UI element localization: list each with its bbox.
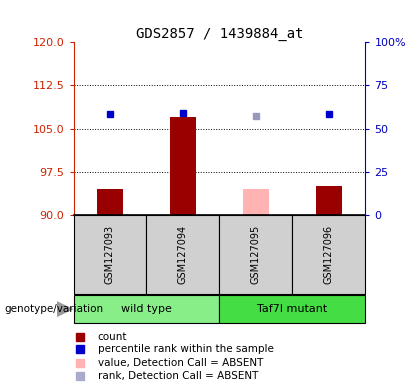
- Text: Taf7l mutant: Taf7l mutant: [257, 303, 328, 313]
- Bar: [74, 295, 220, 323]
- Text: count: count: [98, 332, 127, 342]
- Text: GSM127096: GSM127096: [324, 225, 334, 284]
- Text: GSM127094: GSM127094: [178, 225, 188, 284]
- Bar: [316, 186, 342, 215]
- Bar: [243, 189, 269, 215]
- Text: GSM127095: GSM127095: [251, 225, 261, 284]
- Text: genotype/variation: genotype/variation: [4, 304, 103, 314]
- Title: GDS2857 / 1439884_at: GDS2857 / 1439884_at: [136, 27, 303, 41]
- Text: percentile rank within the sample: percentile rank within the sample: [98, 344, 274, 354]
- Bar: [220, 215, 292, 294]
- Bar: [170, 117, 196, 215]
- Bar: [97, 189, 123, 215]
- Text: wild type: wild type: [121, 303, 172, 313]
- Text: rank, Detection Call = ABSENT: rank, Detection Call = ABSENT: [98, 371, 258, 381]
- Bar: [74, 215, 147, 294]
- Bar: [292, 215, 365, 294]
- Text: GSM127093: GSM127093: [105, 225, 115, 284]
- Bar: [220, 295, 365, 323]
- Polygon shape: [57, 301, 74, 317]
- Bar: [147, 215, 220, 294]
- Text: value, Detection Call = ABSENT: value, Detection Call = ABSENT: [98, 358, 263, 368]
